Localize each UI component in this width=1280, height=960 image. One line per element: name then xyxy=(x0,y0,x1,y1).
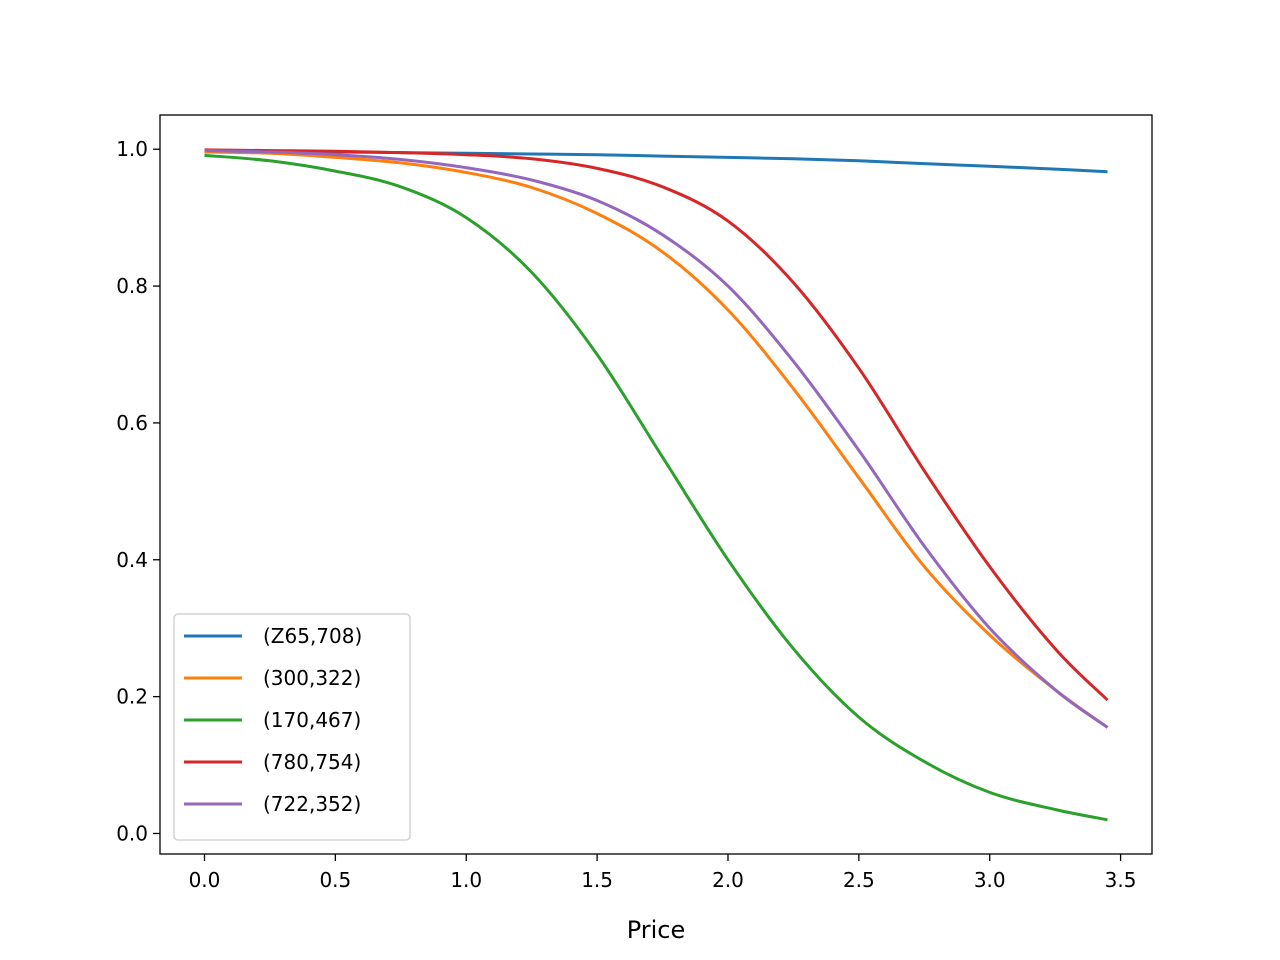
y-tick-label: 0.8 xyxy=(116,274,148,298)
x-axis-ticks: 0.0 0.5 1.0 1.5 2.0 2.5 3.0 3.5 xyxy=(189,854,1137,892)
y-tick-label: 0.2 xyxy=(116,685,148,709)
x-tick-label: 0.0 xyxy=(189,868,221,892)
legend-label: (300,322) xyxy=(263,666,361,690)
y-tick-label: 0.4 xyxy=(116,548,148,572)
legend-box xyxy=(173,613,411,841)
series-line-4 xyxy=(204,148,1109,702)
x-tick-label: 2.0 xyxy=(712,868,744,892)
x-axis-label: Price xyxy=(627,916,686,944)
x-tick-label: 1.5 xyxy=(581,868,613,892)
x-tick-label: 0.5 xyxy=(319,868,351,892)
series-line-2 xyxy=(204,150,1109,729)
plot-frame xyxy=(159,114,1153,855)
y-tick-label: 1.0 xyxy=(116,137,148,161)
y-axis-ticks: 0.0 0.2 0.4 0.6 0.8 1.0 xyxy=(116,137,160,845)
legend-label: (722,352) xyxy=(263,792,361,816)
series-line-5 xyxy=(204,149,1109,729)
plot-lines xyxy=(204,148,1109,822)
x-tick-label: 3.0 xyxy=(974,868,1006,892)
x-tick-label: 3.5 xyxy=(1105,868,1137,892)
y-tick-label: 0.0 xyxy=(116,821,148,845)
x-tick-label: 1.0 xyxy=(450,868,482,892)
legend-label: (Z65,708) xyxy=(263,624,362,648)
legend-label: (780,754) xyxy=(263,750,361,774)
series-line-3 xyxy=(204,153,1108,822)
x-tick-label: 2.5 xyxy=(843,868,875,892)
legend-label: (170,467) xyxy=(263,708,361,732)
y-tick-label: 0.6 xyxy=(116,411,148,435)
legend: (Z65,708) (300,322) (170,467) (780,754) (722… xyxy=(173,613,411,841)
